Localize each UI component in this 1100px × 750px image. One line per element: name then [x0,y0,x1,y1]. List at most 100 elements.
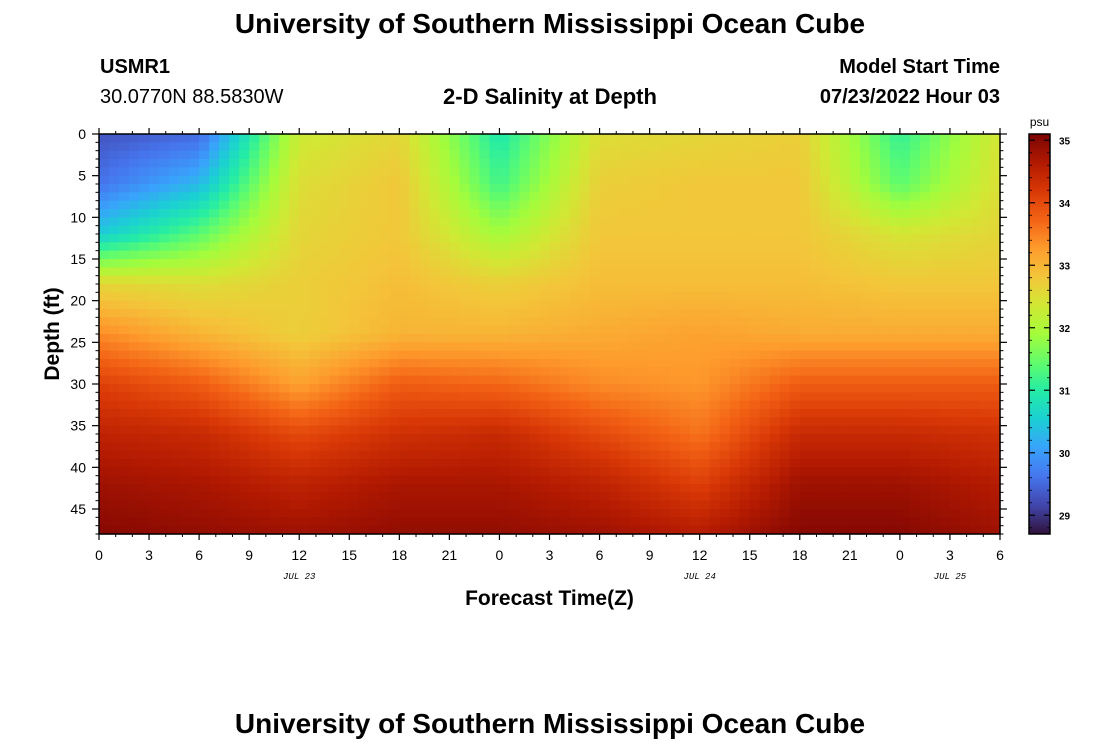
heatmap-cell [449,167,460,177]
heatmap-cell [399,409,410,418]
heatmap-cell [699,450,711,460]
heatmap-cell [299,492,310,502]
heatmap-cell [919,334,931,343]
heatmap-cell [169,425,180,435]
heatmap-cell [109,284,120,293]
heatmap-cell [499,459,511,468]
heatmap-cell [349,342,360,352]
heatmap-cell [889,184,901,193]
heatmap-cell [549,417,561,427]
heatmap-cell [679,309,691,318]
heatmap-cell [639,242,651,252]
heatmap-cell [609,375,621,385]
heatmap-cell [559,484,571,493]
heatmap-cell [559,525,571,535]
heatmap-cell [389,517,400,527]
heatmap-cell [539,284,551,293]
heatmap-cell [399,392,410,402]
heatmap-cell [879,467,891,477]
heatmap-cell [409,159,420,168]
heatmap-cell [439,384,450,393]
heatmap-cell [419,384,430,393]
heatmap-cell [899,267,911,277]
heatmap-cell [909,492,921,502]
heatmap-cell [829,442,841,452]
heatmap-cell [929,342,941,352]
heatmap-cell [159,184,170,193]
heatmap-cell [869,442,881,452]
heatmap-cell [449,334,460,343]
heatmap-cell [219,450,230,460]
heatmap-cell [809,325,821,335]
heatmap-cell [719,159,731,168]
heatmap-cell [159,400,170,410]
heatmap-cell [749,434,761,443]
heatmap-cell [699,400,711,410]
heatmap-cell [209,367,220,377]
heatmap-cell [759,434,771,443]
heatmap-cell [719,150,731,160]
heatmap-cell [499,525,511,535]
heatmap-cell [239,200,250,210]
heatmap-cell [829,292,841,302]
heatmap-cell [389,367,400,377]
heatmap-cell [589,467,601,477]
heatmap-cell [379,275,390,285]
heatmap-cell [799,475,811,485]
heatmap-cell [459,150,471,160]
heatmap-cell [689,275,701,285]
heatmap-cell [409,167,420,177]
heatmap-cell [779,392,791,402]
heatmap-cell [749,284,761,293]
heatmap-cell [439,309,450,318]
heatmap-cell [349,434,360,443]
heatmap-cell [469,525,481,535]
heatmap-cell [199,359,210,368]
heatmap-cell [979,475,991,485]
heatmap-cell [499,225,511,235]
heatmap-cell [459,467,471,477]
heatmap-cell [919,392,931,402]
heatmap-cell [359,492,370,502]
heatmap-cell [249,525,260,535]
heatmap-cell [609,350,621,360]
heatmap-cell [679,400,691,410]
heatmap-cell [209,492,220,502]
heatmap-cell [909,192,921,202]
heatmap-cell [819,434,831,443]
heatmap-cell [599,467,611,477]
heatmap-cell [479,384,491,393]
heatmap-cell [429,259,440,268]
heatmap-cell [359,392,370,402]
heatmap-cell [709,217,721,227]
heatmap-cell [699,484,711,493]
heatmap-cell [259,192,270,202]
heatmap-cell [239,517,250,527]
heatmap-cell [969,142,981,152]
heatmap-cell [229,250,240,260]
heatmap-cell [389,492,400,502]
heatmap-cell [139,334,150,343]
heatmap-cell [839,142,851,152]
heatmap-cell [869,325,881,335]
heatmap-cell [509,384,521,393]
heatmap-cell [679,434,691,443]
heatmap-cell [639,259,651,268]
heatmap-cell [139,259,150,268]
heatmap-cell [869,484,881,493]
heatmap-cell [669,425,681,435]
heatmap-cell [309,300,320,310]
heatmap-cell [519,417,531,427]
heatmap-cell [529,209,541,218]
heatmap-cell [229,267,240,277]
heatmap-cell [429,184,440,193]
heatmap-cell [329,234,340,243]
heatmap-cell [909,142,921,152]
heatmap-cell [989,359,1001,368]
heatmap-cell [959,400,971,410]
heatmap-cell [659,350,671,360]
heatmap-cell [149,434,160,443]
heatmap-cell [439,450,450,460]
heatmap-cell [699,184,711,193]
heatmap-cell [419,325,430,335]
